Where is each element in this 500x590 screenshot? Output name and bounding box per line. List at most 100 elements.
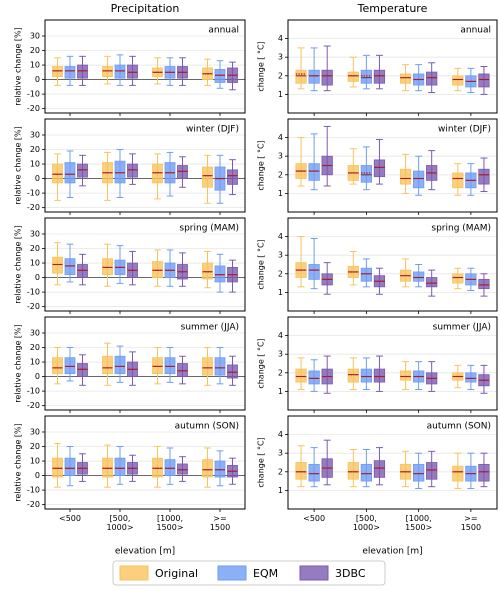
panel-annotation: autumn (SON) [427, 422, 491, 432]
plot-frame [44, 415, 246, 510]
y-axis-label: change [ °C] [257, 140, 266, 190]
y-tick-label: -20 [27, 104, 40, 113]
plot-frame [287, 118, 498, 213]
box [152, 457, 163, 478]
box [295, 368, 307, 383]
legend-swatch [217, 565, 247, 581]
box [52, 66, 63, 78]
y-tick-label: 0 [35, 471, 40, 480]
y-tick-label: -20 [27, 203, 40, 212]
legend-swatch [119, 565, 149, 581]
y-tick-label: 10 [30, 160, 40, 169]
box [77, 163, 88, 178]
box [412, 271, 425, 282]
box [102, 258, 113, 276]
y-tick-label: 20 [30, 343, 40, 352]
panel-annotation: spring (MAM) [179, 224, 239, 234]
box [412, 463, 425, 482]
y-tick-label: 2 [278, 71, 283, 80]
box [295, 462, 307, 480]
y-tick-label: 20 [30, 145, 40, 154]
box [308, 69, 320, 84]
y-axis-label: change [ °C] [257, 437, 266, 487]
box [321, 69, 333, 86]
legend-label: Original [155, 567, 198, 580]
box [127, 64, 138, 79]
box [102, 457, 113, 478]
box [227, 364, 238, 379]
y-tick-label: 1 [278, 486, 283, 495]
box [127, 163, 138, 178]
box [373, 368, 386, 383]
box [64, 357, 76, 375]
box [308, 370, 320, 385]
y-tick-label: 1 [278, 387, 283, 396]
y-tick-label: 2 [278, 170, 283, 179]
box [164, 357, 176, 375]
box [214, 460, 226, 478]
box [77, 363, 88, 377]
y-tick-label: 0 [35, 273, 40, 282]
box [202, 262, 213, 280]
box [52, 256, 63, 274]
plot-frame [287, 316, 498, 411]
box [52, 357, 63, 375]
box [478, 278, 490, 290]
box [214, 357, 226, 376]
x-tick-label: [500, 1000> [352, 514, 380, 532]
y-tick-label: -10 [27, 189, 40, 198]
box [373, 69, 386, 84]
x-axis-label: elevation [m] [362, 547, 422, 557]
box [399, 168, 412, 185]
y-tick-label: 30 [30, 328, 40, 337]
y-tick-label: 0 [35, 372, 40, 381]
box [64, 66, 76, 79]
box [202, 459, 213, 478]
panel-annotation: annual [460, 26, 491, 36]
box [114, 457, 126, 476]
y-tick-label: 3 [278, 53, 283, 62]
box [478, 73, 490, 88]
y-tick-label: -20 [27, 302, 40, 311]
panel-annotation: summer (JJA) [433, 323, 491, 333]
plot-frame [44, 217, 246, 312]
y-tick-label: 0 [35, 174, 40, 183]
y-tick-label: 1 [278, 189, 283, 198]
box [177, 165, 188, 179]
box [426, 71, 438, 86]
y-axis-label: relative change [%] [14, 324, 23, 403]
box [360, 267, 372, 282]
plot-frame [44, 118, 246, 213]
box [114, 64, 126, 79]
y-tick-label: 30 [30, 31, 40, 40]
box [214, 265, 226, 283]
y-tick-label: 10 [30, 259, 40, 268]
box [399, 73, 412, 84]
y-tick-label: 30 [30, 229, 40, 238]
x-tick-label: [500, 1000> [106, 514, 134, 532]
y-tick-label: -10 [27, 486, 40, 495]
box [214, 69, 226, 83]
y-axis-label: relative change [%] [14, 225, 23, 304]
box [478, 168, 490, 185]
panel-annotation: spring (MAM) [431, 224, 491, 234]
y-axis-label: change [ °C] [257, 239, 266, 289]
x-tick-label: [1000, 1500> [156, 514, 184, 532]
box [373, 460, 386, 478]
y-tick-label: 3 [278, 152, 283, 161]
y-tick-label: 3 [278, 350, 283, 359]
y-tick-label: -10 [27, 90, 40, 99]
y-axis-label: relative change [%] [14, 423, 23, 502]
box [295, 69, 307, 84]
x-tick-label: [1000, 1500> [405, 514, 433, 532]
box [64, 162, 76, 184]
box [152, 261, 163, 278]
box [452, 172, 464, 189]
box [114, 355, 126, 375]
plot-frame [44, 316, 246, 411]
column-title: Temperature [357, 2, 428, 15]
y-tick-label: 1 [278, 288, 283, 297]
y-tick-label: 20 [30, 442, 40, 451]
box [202, 166, 213, 188]
